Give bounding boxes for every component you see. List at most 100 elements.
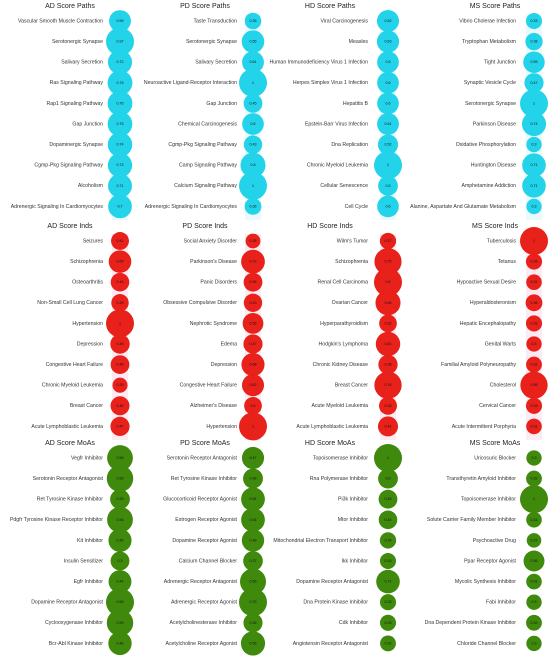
category-label: Acetylcholine Receptor Agonist: [165, 641, 237, 647]
value-label: 0.44: [117, 280, 124, 284]
category-label: Hypoactive Sexual Desire: [457, 280, 517, 286]
category-label: Oxidative Phosphorylation: [456, 142, 516, 148]
category-label: Tuberculosis: [487, 238, 517, 244]
value-label: 0.59: [531, 60, 538, 64]
value-label: 0.28: [250, 239, 257, 243]
bubble: [526, 450, 542, 466]
value-label: 0.8: [386, 280, 391, 284]
bubble: [107, 506, 133, 533]
category-label: Breast Cancer: [70, 403, 103, 409]
bubble: [378, 468, 398, 489]
category-label: Neuroactive Ligand-Receptor Interaction: [144, 80, 237, 86]
category-label: Glucocorticoid Receptor Agonist: [163, 497, 237, 503]
value-label: 0.71: [385, 580, 392, 584]
category-label: Nephrotic Syndrome: [190, 321, 237, 327]
value-label: 0.97: [117, 40, 124, 44]
bubble: [107, 70, 133, 96]
category-label: Fabi Inhibitor: [486, 600, 516, 606]
value-label: 0.56: [531, 559, 538, 563]
value-label: 0.32: [385, 641, 392, 645]
bubble: [108, 528, 132, 552]
category-label: Measles: [349, 39, 369, 45]
bubble: [242, 113, 264, 135]
bubble: [241, 487, 265, 512]
bubble: [244, 198, 262, 215]
value-label: 0.62: [250, 383, 257, 387]
bubble: [110, 416, 130, 436]
bubble: [525, 12, 543, 30]
bubble: [376, 30, 400, 53]
value-label: 0.29: [117, 383, 124, 387]
bubble: [526, 533, 542, 548]
value-label: 0.36: [531, 301, 538, 305]
value-label: 0.8: [251, 163, 256, 167]
value-label: 1: [387, 456, 389, 460]
category-label: Kit Inhibitor: [77, 538, 103, 544]
bubble: [374, 268, 402, 297]
value-label: 0.5: [386, 184, 391, 188]
bubble: [243, 272, 263, 292]
value-label: 0.61: [385, 342, 392, 346]
bubble: [108, 631, 132, 656]
value-label: 0.68: [250, 363, 257, 367]
bubble: [525, 32, 543, 51]
bubble: [107, 445, 133, 471]
value-label: 0.44: [117, 580, 124, 584]
value-label: 0.3: [532, 456, 537, 460]
value-label: 0.75: [250, 600, 257, 604]
value-label: 0.6: [386, 60, 391, 64]
category-label: Transthyretin Amyloid Inhibitor: [446, 476, 516, 482]
category-label: Adrenergic Signaling In Cardiomyocytes: [11, 204, 104, 210]
category-label: Hyperparathyroidism: [320, 321, 368, 327]
category-label: Ras Signaling Pathway: [50, 80, 104, 86]
category-label: Cellular Senescence: [320, 183, 368, 189]
category-label: Cervical Cancer: [479, 403, 516, 409]
value-label: 0.7: [118, 204, 123, 208]
category-label: Schizophrenia: [335, 259, 368, 265]
bubble: [522, 153, 546, 177]
bubble: [245, 233, 261, 249]
panel-title: MS Score Paths: [470, 3, 521, 10]
category-label: Acetylcholinesterase Inhibitor: [170, 620, 238, 626]
category-label: Gap Junction: [206, 101, 237, 107]
bubble: [377, 416, 399, 437]
category-label: Ovarian Cancer: [332, 300, 369, 306]
category-label: Rap1 Signaling Pathway: [46, 101, 103, 107]
bubble: [374, 248, 402, 276]
bubble: [374, 371, 402, 399]
category-label: Taste Transduction: [193, 18, 237, 24]
value-label: 0.45: [117, 363, 124, 367]
category-label: Dna Replication: [331, 142, 368, 148]
category-label: Estrogen Receptor Agonist: [175, 517, 237, 523]
category-label: Edema: [221, 341, 238, 347]
bubble: [526, 336, 542, 352]
category-label: Depression: [211, 362, 237, 368]
bubble: [108, 570, 132, 594]
category-label: Ret Tyrosine Kinase Inhibitor: [37, 497, 103, 503]
value-label: 0.31: [531, 518, 538, 522]
category-label: Gap Junction: [72, 121, 103, 127]
category-label: Osteoarthritis: [72, 280, 103, 286]
value-label: 1: [252, 424, 254, 428]
bubble: [521, 111, 547, 137]
value-label: 0.61: [385, 122, 392, 126]
bubble: [522, 174, 546, 198]
bubble: [239, 68, 267, 97]
value-label: 0.6: [251, 122, 256, 126]
category-label: Chronic Kidney Disease: [313, 362, 368, 368]
bubble: [111, 294, 129, 312]
value-label: 0.61: [250, 60, 257, 64]
bubble: [241, 374, 265, 397]
value-label: 0.54: [250, 518, 257, 522]
category-label: Calcium Signaling Pathway: [174, 183, 237, 189]
bubble: [108, 173, 132, 198]
value-label: 0.72: [250, 260, 257, 264]
category-label: Hepatic Encephalopathy: [460, 321, 517, 327]
bubble: [107, 111, 133, 137]
value-label: 1: [252, 184, 254, 188]
category-label: Topoisomerase Inhibitor: [461, 497, 516, 503]
value-label: 0.31: [531, 280, 538, 284]
value-label: 0.74: [117, 143, 124, 147]
bubble: [107, 91, 133, 116]
bubble: [243, 613, 263, 633]
